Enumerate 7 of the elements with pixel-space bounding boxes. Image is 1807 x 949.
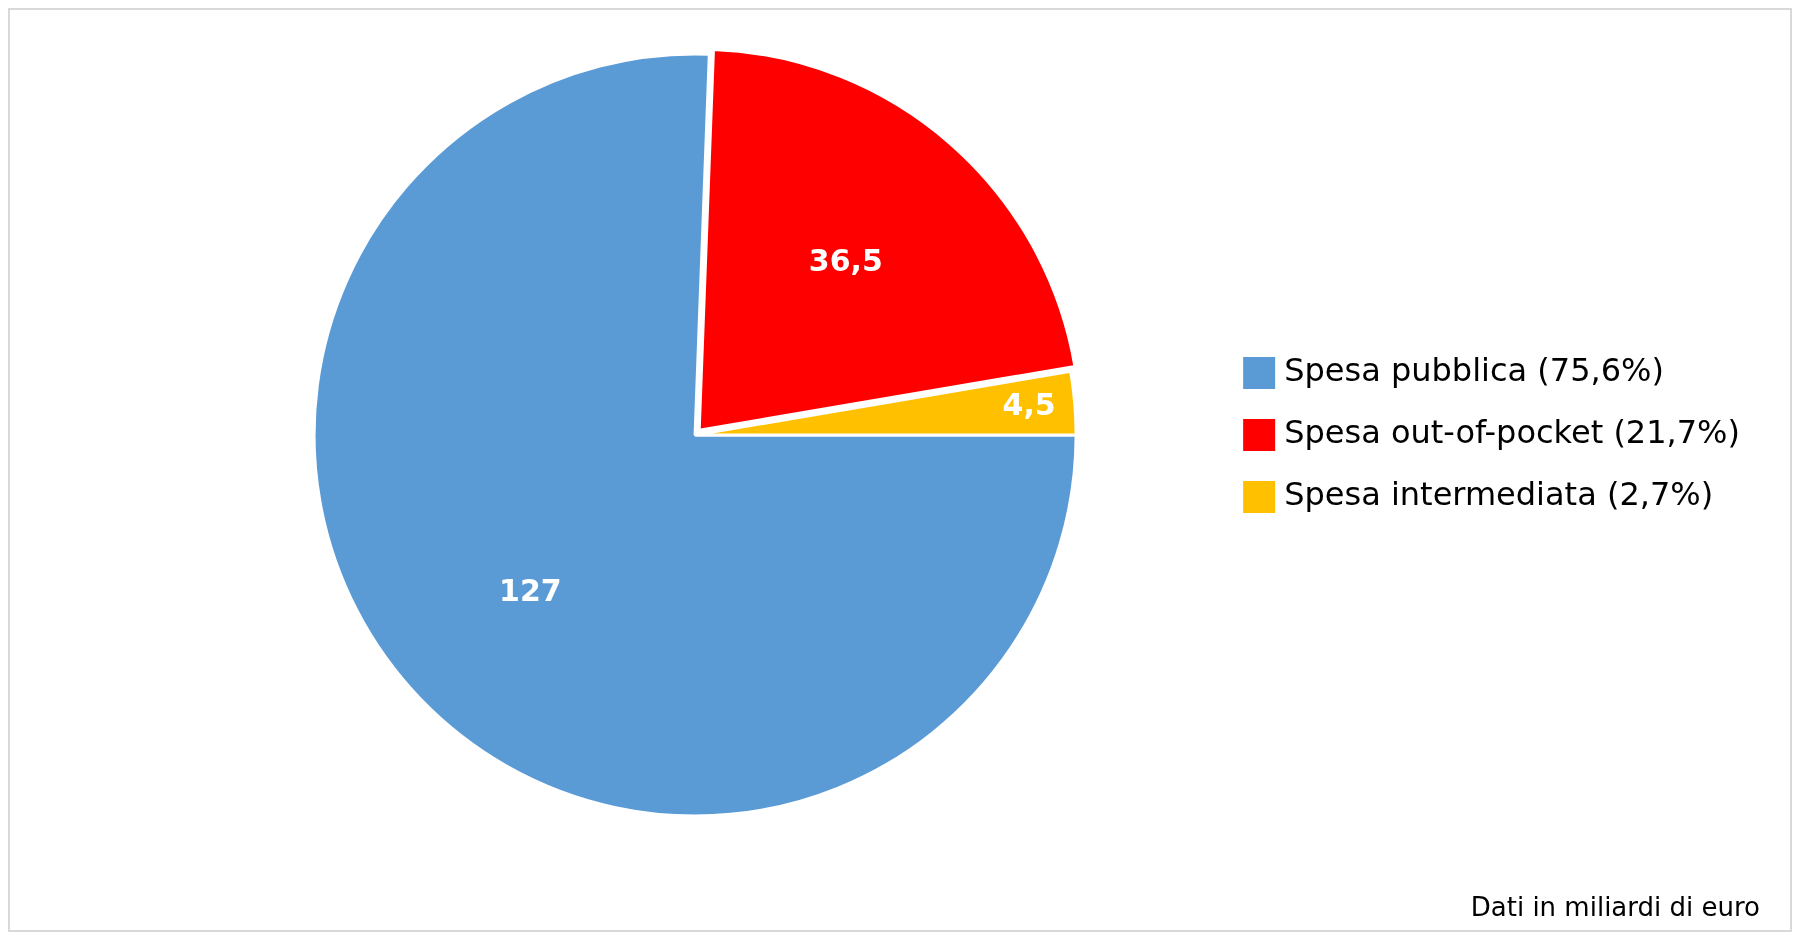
data-label: 36,5 <box>808 242 883 278</box>
data-label: 127 <box>499 573 562 609</box>
data-label: 4,5 <box>1002 386 1056 422</box>
legend-label: Spesa out-of-pocket (21,7%) <box>1284 413 1740 452</box>
legend-label: Spesa intermediata (2,7%) <box>1284 475 1714 514</box>
text: Dati in miliardi di euro <box>1470 892 1760 922</box>
legend-label: Spesa pubblica (75,6%) <box>1284 351 1664 390</box>
